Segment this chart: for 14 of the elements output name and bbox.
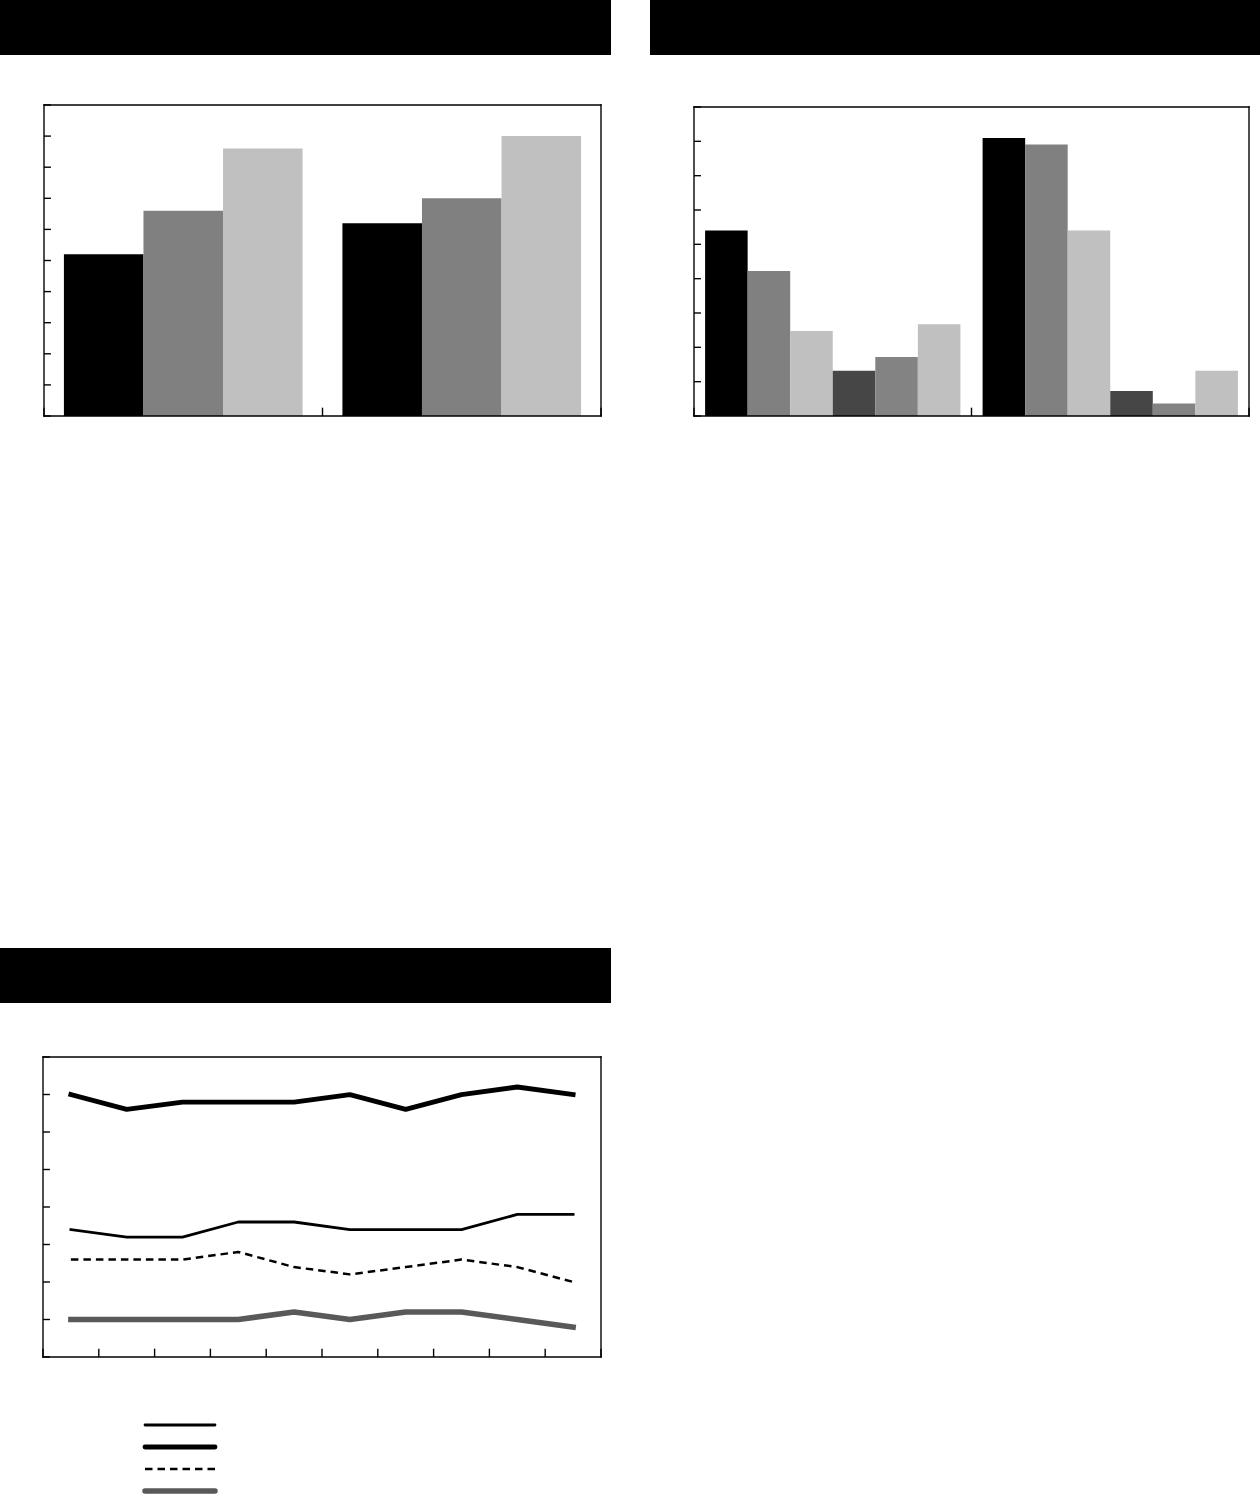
bar [143,210,224,416]
bar [1067,230,1111,416]
bar [917,324,961,416]
bar [501,136,582,416]
bar [1152,403,1196,416]
bar [875,357,918,416]
bar [832,370,876,416]
bar [1195,370,1238,416]
bar [790,330,833,416]
bar [223,148,303,416]
bar [1025,144,1068,416]
bar [747,271,791,416]
bar [421,198,502,416]
bar [1110,390,1153,416]
